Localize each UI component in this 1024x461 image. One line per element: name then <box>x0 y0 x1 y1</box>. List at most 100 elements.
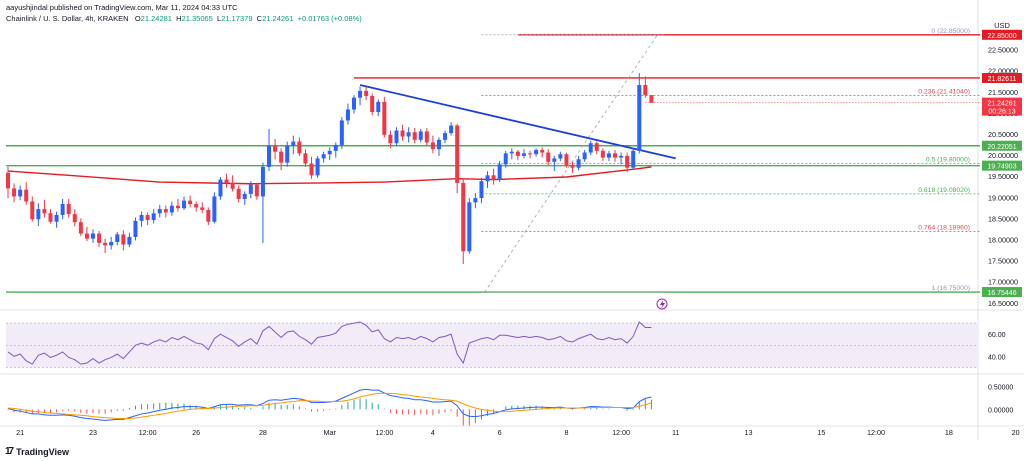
candle-body <box>321 154 326 159</box>
candle-body <box>436 139 441 150</box>
candle-body <box>236 188 241 199</box>
candle-body <box>424 131 429 143</box>
candle-body <box>503 153 508 165</box>
high-value: 21.35065 <box>181 14 213 23</box>
candle-body <box>400 130 405 137</box>
x-tick-label: 26 <box>192 428 200 437</box>
candle-body <box>267 145 272 167</box>
candle-body <box>175 205 180 209</box>
candle-body <box>309 163 314 176</box>
candle-body <box>260 166 265 197</box>
countdown-label: 00:26:13 <box>988 109 1015 116</box>
x-tick-label: 18 <box>945 428 953 437</box>
level-price-tag <box>982 160 1022 171</box>
x-tick-label: 15 <box>817 428 825 437</box>
candle-body <box>333 144 338 151</box>
level-price-label: 21.82611 <box>988 76 1017 83</box>
low-key: L <box>217 14 222 23</box>
candle-body <box>36 209 41 220</box>
y-tick-label: 21.50000 <box>988 88 1018 97</box>
candle-body <box>515 151 520 156</box>
candle-body <box>18 189 23 197</box>
candle-body <box>449 125 454 134</box>
candle-body <box>315 158 320 176</box>
level-price-tag <box>982 29 1022 40</box>
candle-body <box>12 188 17 197</box>
candle-body <box>370 95 375 113</box>
candle-body <box>576 159 581 168</box>
x-tick-label: 23 <box>89 428 97 437</box>
x-tick-label: 13 <box>745 428 753 437</box>
candle-body <box>594 143 599 151</box>
x-tick-label: 12:00 <box>375 428 393 437</box>
change-value: +0.01763 (+0.08%) <box>297 14 362 23</box>
lightning-icon <box>660 300 665 309</box>
macd-line <box>7 388 652 421</box>
y-tick-label: 16.50000 <box>988 299 1018 308</box>
candle-body <box>546 152 551 162</box>
y-tick-label: 22.50000 <box>988 46 1018 55</box>
candle-body <box>127 236 132 245</box>
candle-body <box>242 193 247 199</box>
candle-body <box>212 196 217 222</box>
candle-body <box>6 172 10 189</box>
y-tick-label: 19.50000 <box>988 172 1018 181</box>
candle-body <box>479 181 484 199</box>
candle-body <box>327 150 332 155</box>
candle-body <box>66 204 71 215</box>
fib-level-label: 0 (22.85000) <box>931 28 970 35</box>
candle-body <box>60 204 65 215</box>
candle-body <box>139 214 144 221</box>
x-tick-label: 8 <box>564 428 568 437</box>
tradingview-logo[interactable]: 17 TradingView <box>5 446 69 457</box>
candle-body <box>540 149 545 153</box>
ema-line <box>7 166 652 185</box>
level-price-tag <box>982 140 1022 151</box>
candle-body <box>188 200 193 205</box>
candle-body <box>467 202 472 252</box>
candle-body <box>24 189 29 202</box>
candle-body <box>248 184 253 194</box>
candle-body <box>30 201 35 220</box>
fib-diagonal <box>484 34 658 293</box>
x-tick-label: 21 <box>16 428 24 437</box>
rsi-band <box>6 323 978 368</box>
candle-body <box>133 220 138 237</box>
open-key: O <box>134 14 141 23</box>
candle-body <box>291 141 296 146</box>
last-price-label: 21.24261 <box>987 101 1016 108</box>
level-price-label: 22.85000 <box>987 33 1016 40</box>
candle-body <box>115 234 120 243</box>
symbol-title: Chainlink / U. S. Dollar, 4h, KRAKEN <box>6 14 129 23</box>
candle-body <box>412 132 417 140</box>
candle-body <box>297 141 302 154</box>
candle-body <box>157 209 162 214</box>
candle-body <box>558 154 563 159</box>
candle-body <box>230 182 235 189</box>
candle-body <box>103 242 108 246</box>
high-key: H <box>176 14 182 23</box>
candle-body <box>279 151 284 163</box>
candle-body <box>430 142 435 150</box>
low-value: 21.17379 <box>221 14 253 23</box>
candle-body <box>145 214 150 221</box>
x-tick-label: 6 <box>498 428 502 437</box>
candle-body <box>394 130 399 144</box>
x-tick-label: 11 <box>672 428 679 437</box>
candle-body <box>169 205 174 213</box>
y-tick-label: 20.50000 <box>988 130 1018 139</box>
signal-line <box>7 392 652 420</box>
candle-body <box>643 84 648 96</box>
candle-body <box>54 214 59 222</box>
trend-line <box>359 84 676 160</box>
y-tick-label: 22.00000 <box>988 67 1018 76</box>
candle-body <box>84 233 89 239</box>
x-tick-label: 28 <box>259 428 267 437</box>
candle-body <box>564 154 569 166</box>
candle-body <box>42 209 47 214</box>
candle-body <box>163 209 168 213</box>
currency-label[interactable]: USD <box>994 21 1010 30</box>
candle-body <box>218 179 223 197</box>
